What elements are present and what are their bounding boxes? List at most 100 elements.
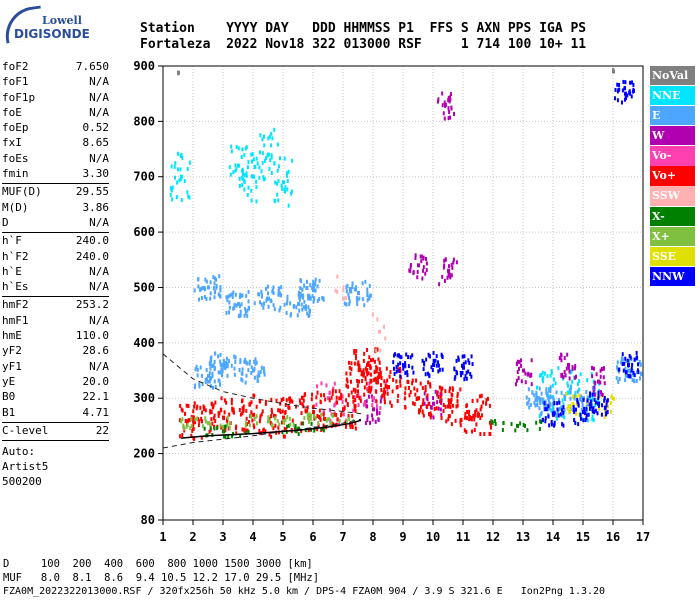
- param-row-b1: B1 4.71: [2, 406, 109, 421]
- echo-clutter: [224, 424, 227, 429]
- echo-clutter: [623, 361, 626, 366]
- echo-clutter: [423, 362, 426, 367]
- echo-clutter: [200, 435, 203, 440]
- echo-clutter: [367, 394, 370, 399]
- echo-clutter: [209, 426, 212, 431]
- echo-clutter: [494, 421, 497, 426]
- echo-clutter: [594, 381, 597, 386]
- param-divider: [2, 296, 109, 298]
- echo-point: [327, 396, 330, 401]
- legend-item-noval: NoVal: [650, 66, 695, 86]
- echo-clutter: [348, 295, 351, 300]
- echo-clutter: [358, 395, 361, 400]
- echo-clutter: [263, 372, 266, 377]
- echo-clutter: [250, 152, 253, 157]
- echo-clutter: [350, 422, 353, 427]
- echo-clutter: [425, 261, 428, 266]
- echo-clutter: [557, 397, 560, 402]
- echo-clutter: [317, 423, 320, 428]
- echo-clutter: [247, 185, 250, 190]
- echo-clutter: [429, 382, 432, 387]
- x-tick-label: 9: [399, 530, 406, 544]
- param-value: N/A: [89, 75, 109, 89]
- echo-clutter: [573, 366, 576, 371]
- echo-clutter: [397, 362, 400, 367]
- echo-clutter: [345, 289, 348, 294]
- echo-clutter: [343, 406, 346, 411]
- echo-clutter: [262, 175, 265, 180]
- echo-clutter: [543, 403, 546, 408]
- echo-clutter: [299, 294, 302, 299]
- echo-clutter: [598, 381, 601, 386]
- echo-clutter: [170, 164, 173, 169]
- echo-clutter: [437, 363, 440, 368]
- echo-clutter: [250, 400, 253, 405]
- echo-clutter: [376, 411, 379, 416]
- echo-clutter: [354, 356, 357, 361]
- echo-clutter: [209, 408, 212, 413]
- echo-clutter: [255, 414, 258, 419]
- echo-clutter: [253, 359, 256, 364]
- echo-clutter: [314, 416, 317, 421]
- echo-clutter: [265, 296, 268, 301]
- echo-clutter: [470, 354, 473, 359]
- echo-clutter: [631, 80, 634, 85]
- echo-clutter: [569, 404, 572, 409]
- legend-item-nne: NNE: [650, 86, 695, 106]
- echo-clutter: [262, 366, 265, 371]
- echo-clutter: [238, 368, 241, 373]
- echo-clutter: [354, 403, 357, 408]
- echo-clutter: [436, 360, 439, 365]
- echo-clutter: [306, 311, 309, 316]
- echo-clutter: [284, 185, 287, 190]
- echo-clutter: [298, 297, 301, 302]
- echo-clutter: [587, 412, 590, 417]
- echo-clutter: [416, 269, 419, 274]
- echo-clutter: [233, 354, 236, 359]
- echo-clutter: [312, 299, 315, 304]
- echo-clutter: [354, 421, 357, 426]
- echo-clutter: [342, 288, 345, 293]
- echo-clutter: [616, 82, 619, 87]
- echo-clutter: [617, 82, 620, 87]
- x-tick-label: 1: [159, 530, 166, 544]
- echo-clutter: [467, 358, 470, 363]
- echo-clutter: [208, 379, 211, 384]
- echo-clutter: [437, 369, 440, 374]
- x-tick-label: 16: [606, 530, 620, 544]
- echo-clutter: [628, 353, 631, 358]
- echo-clutter: [201, 419, 204, 424]
- param-key: hmF2: [2, 298, 29, 312]
- echo-clutter: [243, 153, 246, 158]
- echo-clutter: [593, 392, 596, 397]
- echo-clutter: [312, 404, 315, 409]
- echo-clutter: [633, 379, 636, 384]
- echo-clutter: [578, 393, 581, 398]
- echo-clutter: [272, 285, 275, 290]
- echo-point: [282, 415, 285, 420]
- echo-clutter: [429, 405, 432, 410]
- echo-clutter: [267, 304, 270, 309]
- echo-clutter: [630, 368, 633, 373]
- echo-clutter: [440, 389, 443, 394]
- echo-clutter: [270, 153, 273, 158]
- echo-clutter: [386, 391, 389, 396]
- echo-clutter: [620, 100, 623, 105]
- echo-clutter: [429, 411, 432, 416]
- echo-clutter: [377, 374, 380, 379]
- echo-clutter: [227, 294, 230, 299]
- echo-clutter: [362, 402, 365, 407]
- echo-clutter: [366, 372, 369, 377]
- echo-clutter: [334, 389, 337, 394]
- echo-clutter: [286, 415, 289, 420]
- echo-clutter: [429, 415, 432, 420]
- echo-point: [252, 412, 255, 417]
- echo-clutter: [443, 278, 446, 283]
- echo-clutter: [258, 165, 261, 170]
- param-value: 4.71: [82, 405, 110, 419]
- echo-clutter: [281, 420, 284, 425]
- echo-clutter: [250, 174, 253, 179]
- legend-item-sse: SSE: [650, 246, 695, 266]
- echo-clutter: [603, 395, 606, 400]
- echo-clutter: [219, 408, 222, 413]
